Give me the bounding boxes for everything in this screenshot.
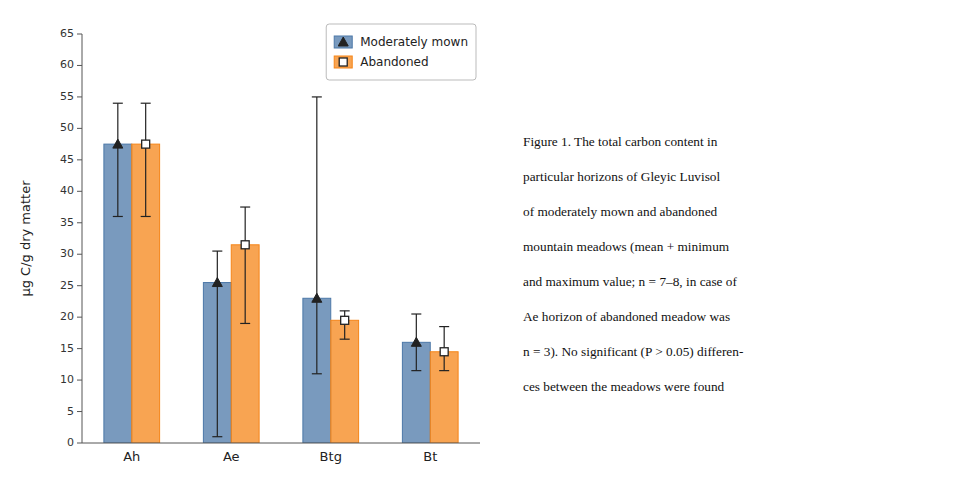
error-cap (141, 103, 151, 104)
error-cap (439, 370, 449, 371)
y-tick-label: 60 (60, 58, 74, 71)
mean-marker (312, 293, 322, 302)
y-tick-label: 30 (60, 247, 74, 260)
error-cap (113, 216, 123, 217)
caption-line: Figure 1. The total carbon content in (523, 134, 718, 149)
y-tick (77, 285, 82, 286)
caption: Figure 1. The total carbon content in par… (523, 134, 743, 394)
error-cap (113, 103, 123, 104)
y-axis: 0 5 10 15 20 25 30 35 40 45 50 55 60 65 (60, 27, 82, 449)
error-line (316, 97, 317, 374)
error-cap (439, 326, 449, 327)
legend-marker (339, 58, 347, 66)
series (104, 97, 430, 443)
error-cap (240, 323, 250, 324)
legend-label: Abandoned (360, 55, 428, 69)
x-tick-label: Ah (123, 449, 140, 464)
mean-marker (212, 278, 222, 287)
mean-marker (440, 348, 448, 356)
mean-marker (341, 316, 349, 324)
error-cap (411, 370, 421, 371)
error-bar (113, 103, 123, 216)
error-cap (141, 216, 151, 217)
y-tick (77, 222, 82, 223)
error-line (145, 103, 146, 216)
bar (331, 320, 359, 443)
error-cap (411, 313, 421, 314)
error-cap (340, 339, 350, 340)
y-tick-label: 35 (60, 216, 74, 229)
mean-marker (411, 337, 421, 346)
caption-line: mountain meadows (mean + minimum (523, 239, 730, 254)
legend: Moderately mown Abandoned (326, 24, 476, 80)
y-tick (77, 317, 82, 318)
error-bar (312, 97, 322, 374)
caption-line: and maximum value; n = 7–8, in case of (523, 274, 737, 289)
y-axis-line (82, 34, 83, 443)
y-tick (77, 96, 82, 97)
error-line (245, 207, 246, 323)
error-cap (340, 310, 350, 311)
error-cap (212, 436, 222, 437)
y-tick (77, 34, 82, 35)
caption-line: particular horizons of Gleyic Luvisol (523, 169, 720, 184)
mean-marker (113, 139, 123, 148)
y-tick-label: 65 (60, 27, 74, 40)
x-axis: Ah Ae Btg Bt (82, 443, 480, 464)
error-cap (212, 250, 222, 251)
y-tick (77, 159, 82, 160)
error-bar (141, 103, 151, 216)
error-cap (240, 206, 250, 207)
legend-swatch (334, 36, 352, 48)
error-cap (312, 373, 322, 374)
series (132, 103, 458, 443)
x-axis-line (82, 443, 480, 444)
chart: 0 5 10 15 20 25 30 35 40 45 50 55 60 65 μg C/g dry mat… (0, 0, 960, 492)
legend-swatch (334, 56, 352, 68)
caption-line: Ae horizon of abandoned meadow was (523, 309, 730, 324)
x-tick-label: Ae (223, 449, 240, 464)
error-cap (312, 96, 322, 97)
legend-marker (338, 37, 348, 46)
y-tick (77, 411, 82, 412)
x-tick-label: Btg (320, 449, 342, 464)
marks (104, 97, 458, 443)
error-bar (439, 327, 449, 371)
y-tick-label: 45 (60, 153, 74, 166)
y-tick (77, 254, 82, 255)
error-bar (340, 311, 350, 339)
y-tick-label: 55 (60, 90, 74, 103)
y-axis-label: μg C/g dry matter (18, 180, 33, 297)
y-tick (77, 65, 82, 66)
y-tick-label: 15 (60, 342, 74, 355)
x-tick-label: Bt (423, 449, 437, 464)
legend-box (326, 24, 476, 80)
error-bar (212, 251, 222, 437)
y-tick (77, 191, 82, 192)
error-bar (240, 207, 250, 323)
mean-marker (241, 241, 249, 249)
y-tick-label: 0 (67, 436, 74, 449)
error-bar (411, 314, 421, 371)
error-line (344, 311, 345, 339)
y-tick-label: 10 (60, 373, 74, 386)
caption-line: of moderately mown and abandoned (523, 204, 718, 219)
y-tick-label: 40 (60, 184, 74, 197)
legend-label: Moderately mown (360, 35, 468, 49)
y-tick-label: 20 (60, 310, 74, 323)
y-tick (77, 348, 82, 349)
caption-line: n = 3). No significant (P > 0.05) differ… (523, 344, 743, 359)
caption-line: ces between the meadows were found (523, 379, 725, 394)
y-tick-label: 5 (67, 405, 74, 418)
y-tick (77, 443, 82, 444)
y-tick (77, 380, 82, 381)
y-tick (77, 128, 82, 129)
y-tick-label: 25 (60, 279, 74, 292)
mean-marker (142, 140, 150, 148)
y-tick-label: 50 (60, 121, 74, 134)
error-line (117, 103, 118, 216)
